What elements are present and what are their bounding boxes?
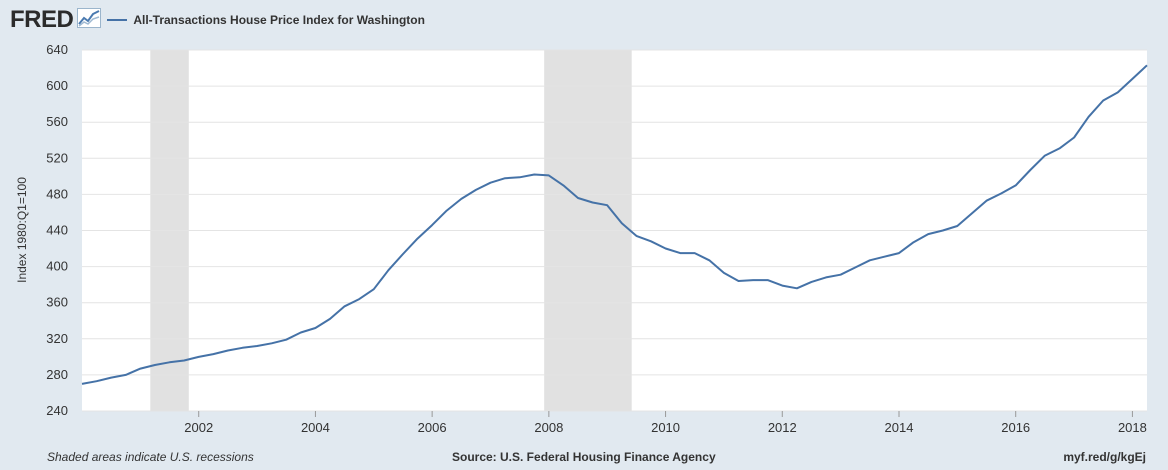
- y-tick-label: 280: [46, 367, 68, 382]
- legend-line-swatch: [107, 19, 128, 21]
- x-tick-label: 2010: [651, 420, 680, 435]
- x-tick-label: 2004: [301, 420, 330, 435]
- x-tick-label: 2012: [768, 420, 797, 435]
- x-tick-label: 2014: [885, 420, 914, 435]
- y-axis-ticks: 240 280 320 360 400 440 480 520 560 600 640: [46, 42, 68, 418]
- y-tick-label: 600: [46, 78, 68, 93]
- y-tick-label: 400: [46, 259, 68, 274]
- short-link[interactable]: myf.red/g/kgEj: [1063, 450, 1146, 464]
- x-axis-ticks: 2002 2004 2006 2008 2010 2012 2014 2016 2018: [184, 411, 1147, 435]
- y-axis-label: Index 1980:Q1=100: [15, 177, 29, 283]
- series-layer: [81, 64, 1148, 385]
- y-tick-label: 640: [46, 42, 68, 57]
- source-note: Source: U.S. Federal Housing Finance Age…: [452, 450, 716, 464]
- fred-chart-logo-icon: [77, 7, 102, 33]
- y-tick-label: 240: [46, 403, 68, 418]
- y-tick-label: 320: [46, 331, 68, 346]
- x-tick-label: 2006: [418, 420, 447, 435]
- fred-logo[interactable]: FRED: [10, 6, 74, 33]
- x-tick-label: 2002: [184, 420, 213, 435]
- x-tick-label: 2018: [1118, 420, 1147, 435]
- y-tick-label: 440: [46, 223, 68, 238]
- legend-series-label: All-Transactions House Price Index for W…: [133, 13, 425, 27]
- x-tick-label: 2008: [534, 420, 563, 435]
- y-tick-label: 480: [46, 186, 68, 201]
- gridlines: [82, 49, 1147, 412]
- x-tick-label: 2016: [1001, 420, 1030, 435]
- series-line: [81, 64, 1148, 385]
- y-tick-label: 360: [46, 295, 68, 310]
- recession-note: Shaded areas indicate U.S. recessions: [47, 450, 254, 464]
- chart-header: FRED All-Transactions House Price Index …: [10, 6, 425, 34]
- y-tick-label: 560: [46, 114, 68, 129]
- y-tick-label: 520: [46, 150, 68, 165]
